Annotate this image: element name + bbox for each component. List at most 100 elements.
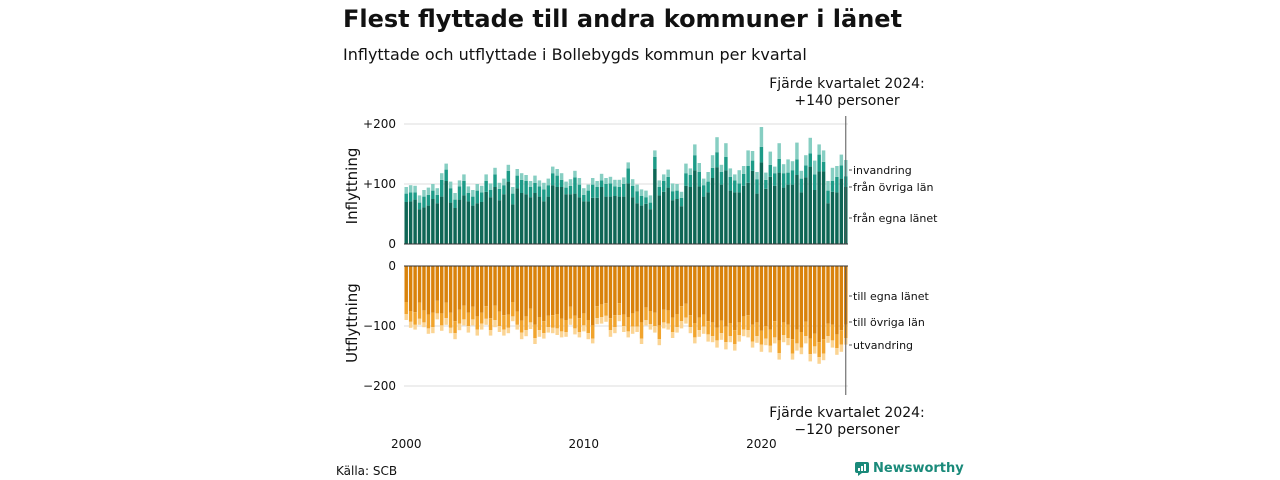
bar-utflyttning-segment — [804, 266, 808, 322]
bar-utflyttning-segment — [546, 315, 551, 328]
bar-inflyttning-segment — [830, 181, 835, 192]
bar-inflyttning-segment — [821, 161, 826, 172]
bar-inflyttning-segment — [648, 195, 653, 203]
bar-inflyttning-segment — [804, 155, 808, 166]
bar-utflyttning-segment — [701, 326, 706, 334]
bar-inflyttning-segment — [457, 186, 462, 200]
bar-utflyttning-segment — [808, 266, 812, 339]
bar-inflyttning-segment — [750, 160, 755, 171]
bar-utflyttning-segment — [524, 316, 528, 331]
bar-utflyttning-segment — [750, 266, 755, 325]
bar-inflyttning-segment — [777, 172, 781, 244]
bar-utflyttning-segment — [475, 329, 479, 336]
bar-utflyttning-segment — [471, 319, 475, 326]
bar-inflyttning-segment — [453, 208, 457, 244]
bar-inflyttning-segment — [622, 184, 626, 197]
bar-utflyttning-segment — [506, 266, 511, 315]
bar-utflyttning-segment — [799, 266, 804, 332]
bar-inflyttning-segment — [826, 190, 830, 204]
bar-inflyttning-segment — [595, 181, 599, 187]
bar-inflyttning-segment — [786, 184, 790, 244]
bar-inflyttning-segment — [724, 143, 728, 157]
bar-inflyttning-segment — [431, 190, 435, 199]
bar-inflyttning-segment — [617, 187, 622, 197]
bar-utflyttning-segment — [626, 266, 630, 317]
bar-utflyttning-segment — [404, 314, 408, 320]
bar-utflyttning-segment — [635, 266, 639, 312]
bar-utflyttning-segment — [524, 266, 528, 317]
bar-inflyttning-segment — [555, 169, 559, 176]
bar-utflyttning-segment — [590, 325, 595, 339]
bar-inflyttning-segment — [582, 194, 586, 202]
bar-inflyttning-segment — [741, 173, 746, 186]
bar-utflyttning-segment — [630, 266, 635, 314]
bar-utflyttning-segment — [617, 303, 622, 316]
bar-utflyttning-segment — [812, 333, 817, 347]
bar-utflyttning-segment — [697, 266, 701, 318]
bar-utflyttning-segment — [573, 266, 577, 316]
bar-utflyttning-segment — [613, 315, 617, 328]
bar-inflyttning-segment — [657, 187, 662, 196]
bar-inflyttning-segment — [511, 193, 515, 205]
brand-logo[interactable]: Newsworthy — [855, 461, 964, 476]
bar-inflyttning-segment — [488, 197, 493, 244]
bar-inflyttning-segment — [408, 192, 413, 202]
bar-utflyttning-segment — [773, 266, 777, 322]
bar-inflyttning-segment — [693, 170, 697, 244]
bar-utflyttning-segment — [479, 323, 484, 330]
bar-inflyttning-segment — [488, 183, 493, 190]
bar-utflyttning-segment — [639, 266, 644, 323]
bar-inflyttning-segment — [715, 137, 719, 153]
bar-inflyttning-segment — [675, 190, 679, 199]
bar-utflyttning-segment — [546, 327, 551, 333]
bar-utflyttning-segment — [564, 332, 568, 337]
bar-utflyttning-segment — [426, 328, 431, 334]
bar-inflyttning-segment — [812, 160, 817, 175]
bar-inflyttning-segment — [710, 178, 715, 244]
bar-utflyttning-segment — [737, 322, 741, 335]
bar-inflyttning-segment — [551, 185, 555, 244]
bar-inflyttning-segment — [528, 187, 533, 198]
bar-inflyttning-segment — [519, 179, 524, 193]
bar-inflyttning-segment — [586, 190, 590, 202]
bar-utflyttning-segment — [715, 327, 719, 341]
bar-inflyttning-segment — [653, 157, 657, 169]
bar-utflyttning-segment — [710, 322, 715, 337]
bar-inflyttning-segment — [524, 194, 528, 244]
bar-utflyttning-segment — [599, 304, 604, 317]
bar-utflyttning-segment — [675, 327, 679, 333]
bar-inflyttning-segment — [471, 196, 475, 206]
bar-utflyttning-segment — [608, 318, 613, 331]
bar-inflyttning-segment — [750, 151, 755, 161]
bar-inflyttning-segment — [639, 205, 644, 244]
bar-utflyttning-segment — [839, 344, 844, 352]
bar-inflyttning-segment — [440, 179, 444, 197]
bar-utflyttning-segment — [693, 323, 697, 338]
bar-utflyttning-segment — [662, 309, 666, 323]
series-label-utflyttning: utvandring — [853, 339, 913, 352]
bar-utflyttning-segment — [413, 324, 417, 330]
bar-inflyttning-segment — [537, 186, 542, 197]
bar-inflyttning-segment — [737, 170, 741, 184]
bar-inflyttning-segment — [630, 179, 635, 186]
bar-utflyttning-segment — [662, 266, 666, 310]
bar-utflyttning-segment — [626, 317, 630, 332]
bar-utflyttning-segment — [817, 266, 821, 343]
bar-utflyttning-segment — [826, 266, 830, 324]
bar-utflyttning-segment — [790, 266, 795, 340]
bar-inflyttning-segment — [706, 172, 710, 182]
bar-inflyttning-segment — [537, 180, 542, 187]
bar-inflyttning-segment — [422, 190, 426, 197]
bar-inflyttning-segment — [781, 164, 786, 174]
series-label-inflyttning: från övriga län — [853, 181, 933, 194]
bar-inflyttning-segment — [515, 188, 519, 244]
bar-inflyttning-segment — [613, 196, 617, 244]
annotation-top-line2: +140 personer — [794, 93, 900, 109]
bar-utflyttning-segment — [617, 315, 622, 322]
bar-inflyttning-segment — [475, 184, 479, 191]
bar-utflyttning-segment — [808, 338, 812, 355]
bar-utflyttning-segment — [462, 319, 466, 326]
bar-utflyttning-segment — [648, 311, 653, 325]
bar-utflyttning-segment — [488, 330, 493, 336]
series-label-utflyttning: till egna länet — [853, 290, 929, 303]
